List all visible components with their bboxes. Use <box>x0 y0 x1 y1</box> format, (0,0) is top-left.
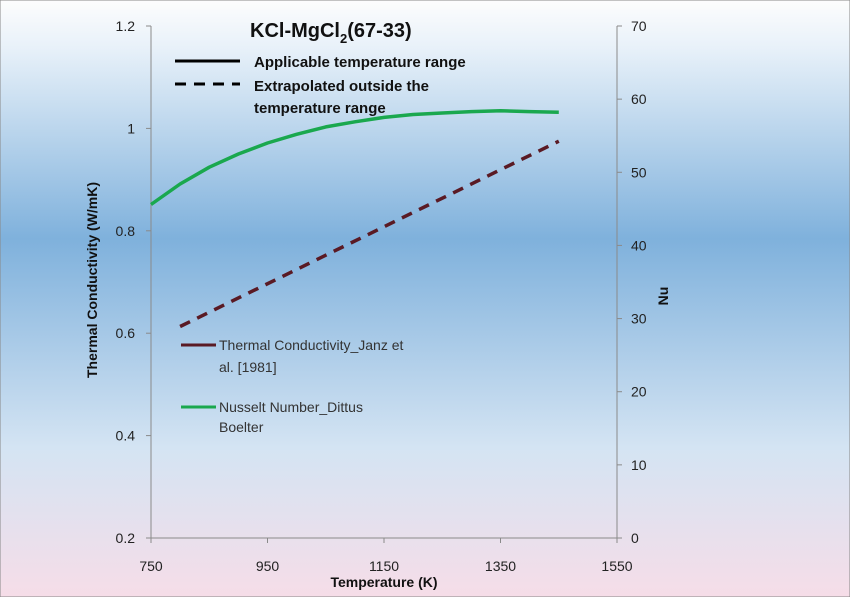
right-y-tick-label: 10 <box>631 457 647 473</box>
right-y-tick-label: 60 <box>631 91 647 107</box>
series-legend-nusselt-label-line1: Nusselt Number_Dittus <box>219 399 363 415</box>
left-y-axis-title: Thermal Conductivity (W/mK) <box>84 182 100 378</box>
left-y-tick-label: 0.2 <box>116 530 136 546</box>
left-y-tick-label: 1 <box>127 120 135 136</box>
right-y-tick-label: 30 <box>631 311 647 327</box>
ticks-layer: 750 950 1150 1350 1550 0.2 0.4 0.6 0.8 1 1.2 0 10 20 3… <box>116 18 647 574</box>
right-y-tick-label: 70 <box>631 18 647 34</box>
series-line-thermal-conductivity <box>179 139 560 329</box>
series-layer <box>149 109 560 329</box>
x-tick-label: 950 <box>256 558 280 574</box>
x-tick-label: 750 <box>139 558 163 574</box>
left-y-tick-label: 0.8 <box>116 223 136 239</box>
x-tick-label: 1150 <box>369 558 399 574</box>
chart-title-subscript: 2 <box>340 31 347 46</box>
x-axis-title: Temperature (K) <box>330 574 437 590</box>
right-y-tick-label: 40 <box>631 237 647 253</box>
right-y-tick-label: 0 <box>631 530 639 546</box>
series-legend-conductivity-label-line2: al. [1981] <box>219 359 277 375</box>
chart-title: KCl-MgCl2(67-33) <box>250 20 412 46</box>
right-y-tick-label: 20 <box>631 384 647 400</box>
chart-title-tail: (67-33) <box>347 20 411 42</box>
series-legend-nusselt-label-line2: Boelter <box>219 419 264 435</box>
left-y-tick-label: 0.6 <box>116 325 136 341</box>
left-y-tick-label: 1.2 <box>116 18 136 34</box>
series-legend-conductivity-label-line1: Thermal Conductivity_Janz et <box>219 337 404 353</box>
x-tick-label: 1550 <box>601 558 632 574</box>
style-legend-dashed-label-line2: temperature range <box>254 100 386 117</box>
chart-title-main: KCl-MgCl <box>250 20 340 42</box>
left-y-tick-label: 0.4 <box>116 428 136 444</box>
series-line-nusselt-number <box>149 109 559 206</box>
x-tick-label: 1350 <box>485 558 516 574</box>
style-legend-solid-label: Applicable temperature range <box>254 54 466 71</box>
right-y-tick-label: 50 <box>631 164 647 180</box>
style-legend-dashed-label-line1: Extrapolated outside the <box>254 78 429 95</box>
right-y-axis-title: Nu <box>655 287 671 306</box>
